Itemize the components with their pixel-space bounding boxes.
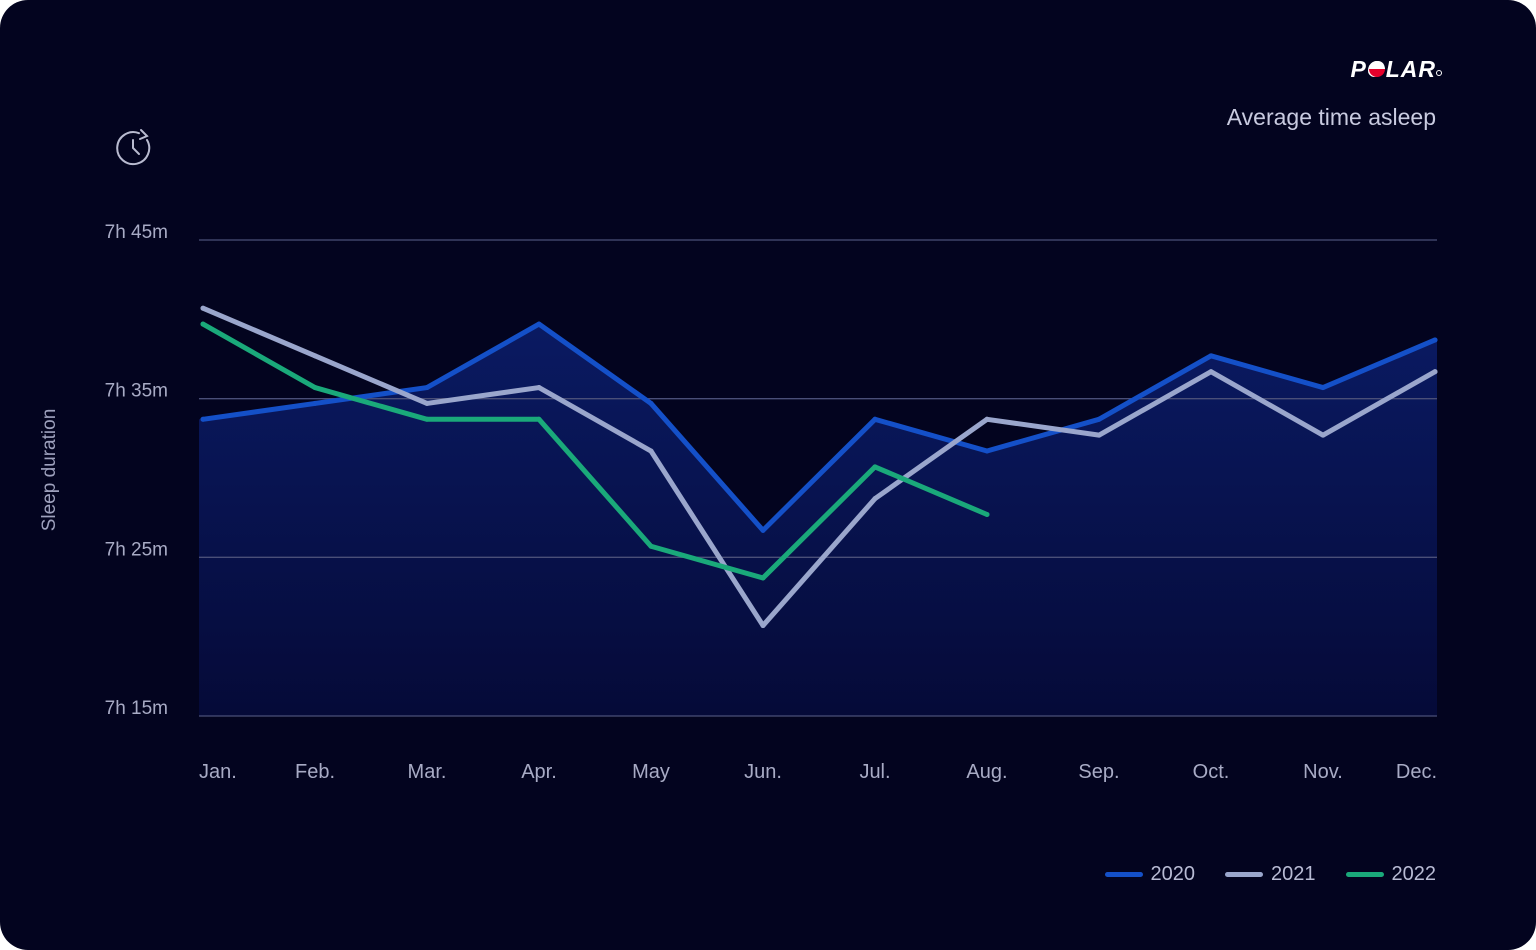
legend-swatch [1225, 872, 1263, 877]
legend-label: 2020 [1150, 863, 1196, 885]
x-tick-label: Apr. [521, 761, 557, 783]
legend-swatch [1104, 872, 1143, 877]
chart-title: Average time asleep [1226, 104, 1436, 130]
y-tick-label: 7h 15m [105, 698, 168, 719]
data-point-2021-dec[interactable] [1432, 369, 1438, 375]
x-tick-label: Jan. [199, 761, 237, 783]
data-point-2021-oct[interactable] [1208, 369, 1214, 375]
x-tick-label: Nov. [1303, 761, 1343, 783]
legend-item-2021[interactable]: 2021 [1225, 863, 1316, 886]
x-tick-label: Jul. [859, 761, 890, 783]
legend-swatch [1345, 872, 1384, 877]
data-point-2021-sep[interactable] [1096, 432, 1102, 438]
data-point-2020-jan[interactable] [200, 416, 206, 422]
data-point-2022-may[interactable] [648, 543, 654, 549]
data-point-2022-jul[interactable] [872, 464, 878, 470]
x-tick-label: Jun. [744, 761, 782, 783]
data-point-2020-aug[interactable] [984, 448, 990, 454]
x-tick-label: Aug. [966, 761, 1007, 783]
polar-logo: POLAR [1350, 56, 1442, 82]
data-point-2022-feb[interactable] [312, 385, 318, 391]
y-tick-label: 7h 35m [105, 381, 168, 402]
data-point-2021-aug[interactable] [984, 416, 990, 422]
series-line-2020 [200, 321, 1438, 533]
data-point-2020-sep[interactable] [1096, 416, 1102, 422]
data-point-2021-feb[interactable] [312, 353, 318, 359]
data-point-2022-mar[interactable] [424, 416, 430, 422]
data-point-2022-jan[interactable] [200, 321, 206, 327]
data-point-2021-may[interactable] [648, 448, 654, 454]
series-line-2021 [200, 305, 1438, 629]
data-point-2021-jan[interactable] [200, 305, 206, 311]
data-point-2021-jul[interactable] [872, 496, 878, 502]
legend-label: 2021 [1271, 863, 1316, 885]
data-point-2020-oct[interactable] [1208, 353, 1214, 359]
data-point-2020-jul[interactable] [872, 416, 878, 422]
legend-item-2020[interactable]: 2020 [1104, 863, 1196, 886]
legend: 2020 2021 2022 [1104, 863, 1437, 886]
data-point-2021-mar[interactable] [424, 400, 430, 406]
data-point-2021-apr[interactable] [536, 385, 542, 391]
data-point-2021-jun[interactable] [760, 623, 766, 629]
legend-item-2022[interactable]: 2022 [1345, 863, 1437, 886]
brand-wordmark: POLAR [1350, 56, 1442, 82]
x-tick-label: Feb. [295, 761, 335, 783]
data-point-2020-feb[interactable] [312, 400, 318, 406]
registered-mark [1436, 70, 1442, 76]
y-tick-label: 7h 45m [105, 222, 168, 243]
x-tick-label: Oct. [1193, 761, 1230, 783]
y-axis-label: Sleep duration [39, 408, 60, 532]
brand-name: POLAR [1350, 56, 1436, 82]
x-tick-label: Dec. [1396, 761, 1437, 783]
data-point-2022-jun[interactable] [760, 575, 766, 581]
y-tick-label: 7h 25m [105, 539, 168, 560]
data-point-2022-aug[interactable] [984, 511, 990, 517]
x-tick-label: May [632, 761, 670, 783]
data-point-2020-mar[interactable] [424, 385, 430, 391]
x-tick-label: Mar. [408, 761, 447, 783]
data-point-2022-apr[interactable] [536, 416, 542, 422]
brand-dot [1368, 61, 1385, 77]
legend-label: 2022 [1391, 863, 1437, 885]
x-tick-label: Sep. [1078, 761, 1119, 783]
series-line-2022 [200, 321, 990, 581]
data-point-2020-may[interactable] [648, 400, 654, 406]
data-point-2021-nov[interactable] [1320, 432, 1326, 438]
data-point-2020-apr[interactable] [536, 321, 542, 327]
clock-history-icon[interactable] [116, 129, 151, 166]
data-point-2020-nov[interactable] [1320, 385, 1326, 391]
data-point-2020-dec[interactable] [1432, 337, 1438, 343]
data-point-2020-jun[interactable] [760, 527, 766, 533]
